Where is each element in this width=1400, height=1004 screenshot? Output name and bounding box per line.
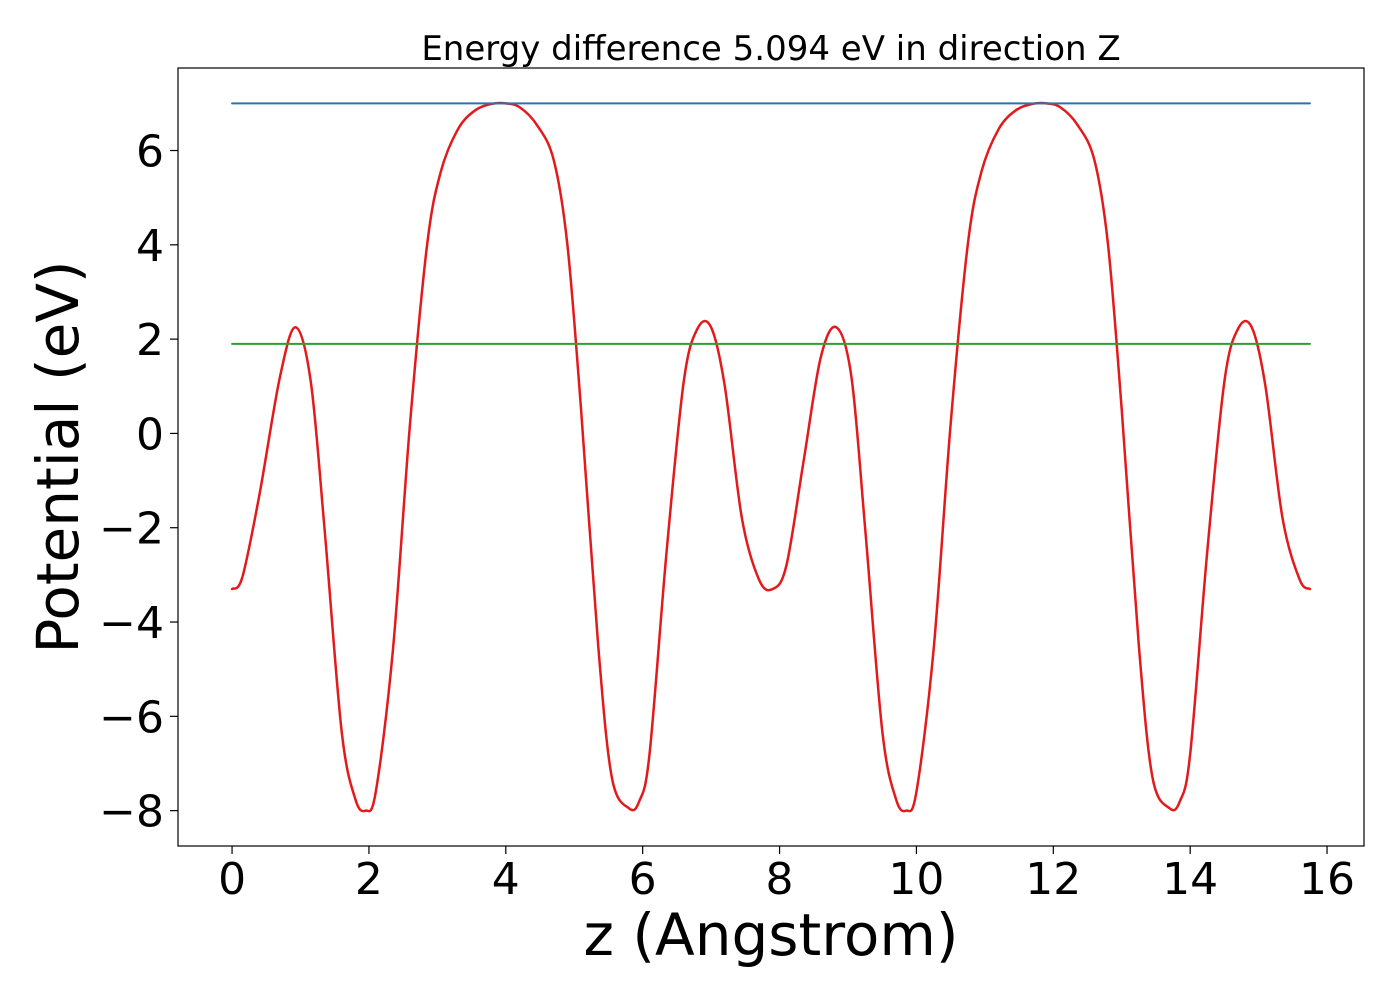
plot-frame bbox=[177, 67, 1365, 847]
y-tick-label: −2 bbox=[99, 504, 164, 555]
x-tick-label: 12 bbox=[1025, 854, 1081, 905]
y-tick-label: 4 bbox=[136, 221, 164, 272]
chart-title: Energy difference 5.094 eV in direction … bbox=[421, 29, 1120, 69]
y-tick-label: −8 bbox=[99, 787, 164, 838]
x-tick-label: 2 bbox=[355, 854, 383, 905]
x-tick-label: 0 bbox=[218, 854, 246, 905]
x-axis: 0 2 4 6 8 10 12 14 16 bbox=[218, 846, 1355, 905]
series-layer bbox=[230, 101, 1312, 813]
y-tick-label: −6 bbox=[99, 692, 164, 743]
y-tick-label: 2 bbox=[136, 315, 164, 366]
x-tick-label: 14 bbox=[1162, 854, 1218, 905]
y-axis-title: Potential (eV) bbox=[24, 260, 92, 653]
x-tick-label: 4 bbox=[492, 854, 520, 905]
x-tick-label: 8 bbox=[766, 854, 794, 905]
y-tick-label: 0 bbox=[136, 409, 164, 460]
y-tick-label: −4 bbox=[99, 598, 164, 649]
x-tick-label: 6 bbox=[629, 854, 657, 905]
x-tick-label: 16 bbox=[1299, 854, 1355, 905]
x-tick-label: 10 bbox=[888, 854, 944, 905]
y-tick-label: 6 bbox=[136, 127, 164, 178]
y-axis: 6 4 2 0 −2 −4 −6 −8 bbox=[99, 127, 178, 838]
potential-curve bbox=[230, 101, 1312, 813]
x-axis-title: z (Angstrom) bbox=[584, 901, 959, 969]
